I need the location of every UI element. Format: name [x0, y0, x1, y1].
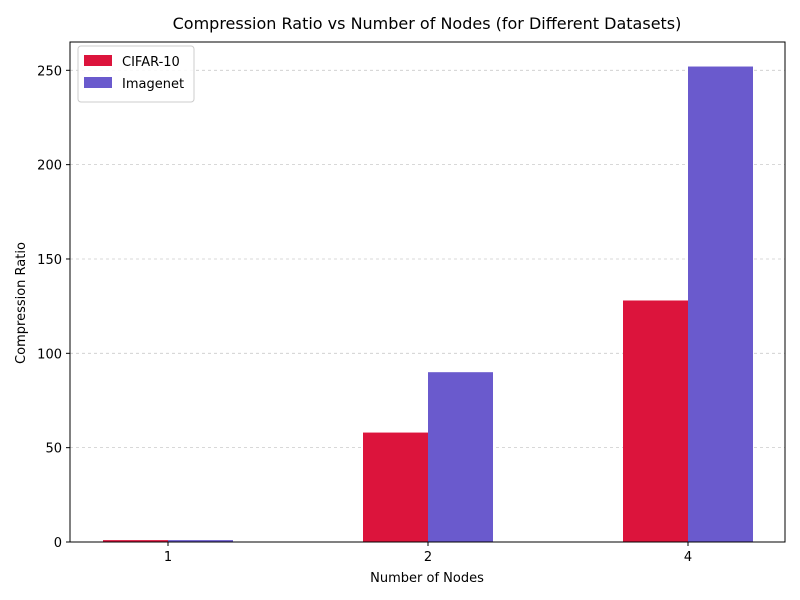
x-tick-label: 2 — [424, 550, 432, 565]
bar-cifar-10-4 — [623, 300, 688, 542]
x-tick-label: 4 — [684, 550, 692, 565]
y-tick-label: 0 — [54, 536, 62, 551]
legend-label: Imagenet — [122, 77, 184, 92]
y-axis-ticks: 0 50 100 150 200 250 — [37, 64, 70, 551]
legend: CIFAR-10 Imagenet — [77, 45, 195, 103]
chart-title: Compression Ratio vs Number of Nodes (fo… — [173, 14, 682, 33]
bar-imagenet-1 — [168, 540, 233, 542]
y-tick-label: 150 — [37, 253, 62, 268]
y-tick-label: 100 — [37, 347, 62, 362]
legend-swatch — [84, 77, 112, 88]
x-tick-label: 1 — [164, 550, 172, 565]
bar-imagenet-2 — [428, 372, 493, 542]
bar-cifar-10-2 — [363, 432, 428, 542]
bar-cifar-10-1 — [103, 540, 168, 542]
y-axis-label: Compression Ratio — [14, 242, 29, 364]
legend-swatch — [84, 55, 112, 66]
x-axis-label: Number of Nodes — [370, 571, 484, 586]
y-tick-label: 200 — [37, 159, 62, 174]
bars — [103, 66, 753, 542]
legend-label: CIFAR-10 — [122, 55, 180, 70]
y-tick-label: 250 — [37, 64, 62, 79]
y-tick-label: 50 — [45, 442, 62, 457]
x-axis-ticks: 1 2 4 — [164, 542, 692, 565]
bar-imagenet-4 — [688, 66, 753, 542]
